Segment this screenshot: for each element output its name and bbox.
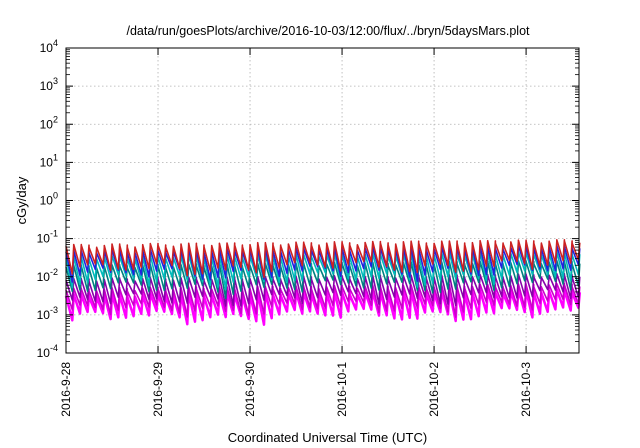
y-tick-label: 100	[40, 191, 58, 208]
y-tick-label: 10-1	[37, 229, 58, 246]
x-axis-label: Coordinated Universal Time (UTC)	[228, 430, 427, 445]
grid-lines	[66, 48, 579, 353]
x-tick-label: 2016-10-1	[335, 362, 349, 417]
y-tick-label: 10-3	[37, 305, 58, 322]
y-tick-labels: 10-4 10-3 10-2 10-1 100 101 102 103 104	[37, 38, 58, 360]
y-tick-label: 104	[40, 38, 58, 55]
y-tick-label: 10-2	[37, 267, 58, 284]
x-tick-label: 2016-9-28	[59, 362, 73, 417]
y-tick-label: 101	[40, 152, 58, 169]
chart-title: /data/run/goesPlots/archive/2016-10-03/1…	[126, 24, 530, 38]
x-tick-label: 2016-10-3	[519, 362, 533, 417]
y-tick-label: 103	[40, 76, 58, 93]
plot-frame	[65, 47, 580, 354]
y-axis-label: cGy/day	[14, 176, 29, 224]
x-tick-labels: 2016-9-28 2016-9-29 2016-9-30 2016-10-1 2016…	[59, 362, 533, 417]
series-group	[64, 239, 582, 326]
axis-ticks	[65, 47, 579, 354]
x-tick-label: 2016-10-2	[427, 362, 441, 417]
series-line	[65, 239, 581, 278]
y-tick-label: 10-4	[37, 343, 58, 360]
y-tick-label: 102	[40, 114, 58, 131]
x-tick-label: 2016-9-30	[243, 362, 257, 417]
x-tick-label: 2016-9-29	[151, 362, 165, 417]
